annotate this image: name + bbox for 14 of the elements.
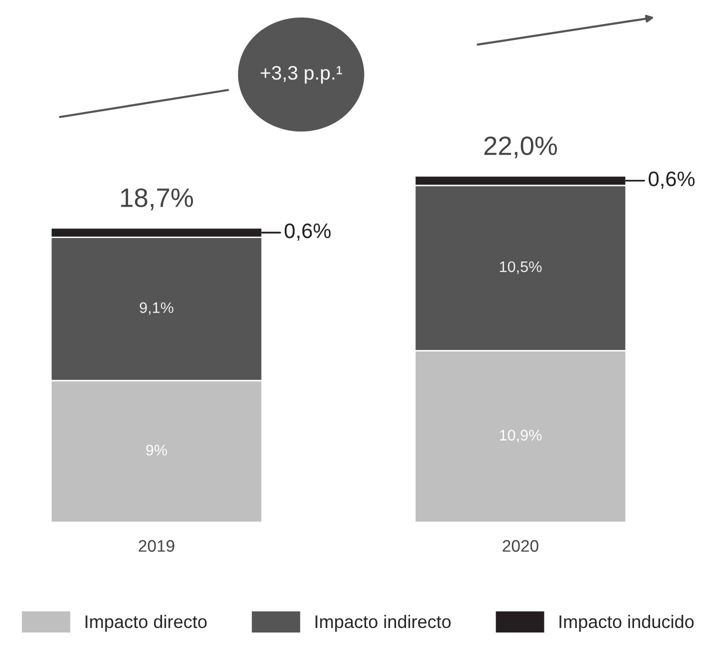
legend-label: Impacto directo xyxy=(86,614,207,632)
total-label: 22,0% xyxy=(484,136,557,158)
legend-label: Impacto inducido xyxy=(560,614,694,632)
legend-label: Impacto indirecto xyxy=(316,614,451,632)
total-label: 18,7% xyxy=(121,188,193,210)
data-label: 9,1% xyxy=(140,302,174,315)
x-tick-label: 2020 xyxy=(502,540,538,552)
data-label: 10,9% xyxy=(500,430,542,442)
data-label: 10,5% xyxy=(500,261,542,274)
data-label: 9% xyxy=(146,444,167,456)
text: +3,3 p.p.¹ xyxy=(260,66,342,84)
data-label: 0,6% xyxy=(648,172,695,189)
x-tick-label: 2019 xyxy=(138,540,174,552)
data-label: 0,6% xyxy=(284,223,331,241)
